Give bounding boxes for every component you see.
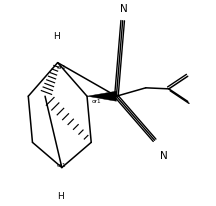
- Polygon shape: [87, 92, 116, 102]
- Text: or1: or1: [57, 65, 66, 70]
- Text: H: H: [53, 31, 60, 40]
- Text: or1: or1: [57, 162, 66, 167]
- Text: N: N: [120, 4, 128, 14]
- Text: N: N: [160, 151, 168, 160]
- Text: H: H: [57, 191, 64, 200]
- Text: or1: or1: [91, 98, 101, 103]
